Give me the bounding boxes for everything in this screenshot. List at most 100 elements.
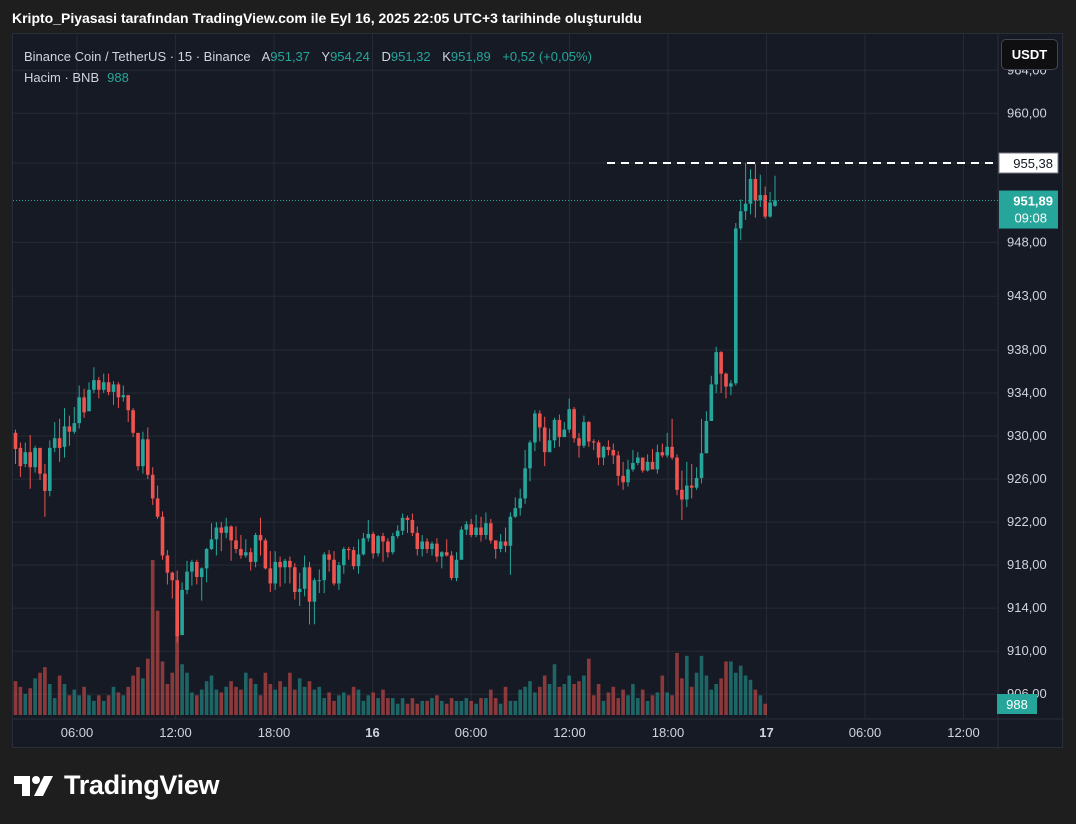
high-value: 954,24 xyxy=(330,49,370,64)
candle-body xyxy=(155,498,160,517)
volume-bar xyxy=(150,560,155,715)
candle xyxy=(498,533,503,553)
candle-body xyxy=(199,568,204,577)
candle xyxy=(734,223,738,386)
candle xyxy=(302,555,307,597)
volume-bar xyxy=(425,700,429,715)
volume-bar xyxy=(719,678,723,715)
candle-body xyxy=(763,195,767,217)
candle-body xyxy=(464,524,469,530)
price-axis-label: 918,00 xyxy=(1007,557,1047,572)
currency-button[interactable]: USDT xyxy=(1001,39,1058,70)
candle xyxy=(136,432,140,471)
volume-legend-row: Hacim · BNB 988 xyxy=(24,67,592,88)
candle-body xyxy=(538,413,542,428)
candle-body xyxy=(567,409,571,430)
candle-body xyxy=(449,555,454,579)
tradingview-brand[interactable]: TradingView xyxy=(14,770,220,801)
volume-bars xyxy=(13,560,767,715)
candle-body xyxy=(743,203,748,212)
volume-badge xyxy=(997,694,1037,714)
candle xyxy=(405,515,410,533)
candle-body xyxy=(371,533,375,554)
volume-bar xyxy=(101,700,106,715)
volume-bar xyxy=(645,700,650,715)
candle-body xyxy=(209,539,214,550)
candle-body xyxy=(126,395,130,411)
candle xyxy=(596,440,601,466)
candle xyxy=(97,376,101,399)
volume-bar xyxy=(464,698,469,715)
volume-bar xyxy=(601,700,606,715)
candle-body xyxy=(312,580,317,602)
volume-bar xyxy=(709,689,714,715)
candle-body xyxy=(48,447,52,491)
volume-bar xyxy=(694,672,699,715)
candle xyxy=(425,538,429,554)
candle-body xyxy=(410,519,415,533)
candle xyxy=(444,539,449,557)
volume-bar xyxy=(430,698,434,715)
candle-body xyxy=(18,447,23,467)
candle xyxy=(185,560,189,595)
volume-bar xyxy=(273,689,277,715)
candle-body xyxy=(734,228,738,384)
candle-body xyxy=(111,384,116,392)
volume-bar xyxy=(689,686,694,715)
volume-bar xyxy=(155,610,160,715)
candle xyxy=(454,552,459,582)
volume-bar xyxy=(449,698,454,715)
candle-body xyxy=(268,568,273,584)
candle-body xyxy=(67,426,72,432)
candle-body xyxy=(327,554,331,560)
volume-bar xyxy=(175,630,179,715)
candle-body xyxy=(498,541,503,550)
volume-bar xyxy=(616,698,620,715)
volume-bar xyxy=(13,681,18,715)
candle-body xyxy=(87,389,91,412)
volume-legend-label[interactable]: Hacim · BNB xyxy=(24,70,100,85)
candle-body xyxy=(675,457,679,490)
volume-bar xyxy=(209,675,214,715)
volume-bar xyxy=(23,693,28,715)
volume-bar xyxy=(611,686,616,715)
volume-bar xyxy=(498,703,503,715)
candlestick-chart[interactable]: 964,00960,00948,00943,00938,00934,00930,… xyxy=(13,34,1064,749)
candle xyxy=(209,523,214,551)
candle-body xyxy=(273,561,277,584)
volume-bar xyxy=(278,681,282,715)
volume-bar xyxy=(508,700,513,715)
candle xyxy=(523,450,527,504)
candle xyxy=(513,497,518,518)
candle-body xyxy=(547,440,552,453)
volume-bar xyxy=(52,698,57,715)
candle-body xyxy=(136,432,140,467)
candle xyxy=(224,517,228,539)
last-price-badge xyxy=(999,190,1058,229)
candle-body xyxy=(337,565,341,584)
close-label: K xyxy=(442,49,451,64)
candle xyxy=(758,174,763,207)
candle xyxy=(395,525,400,539)
candle-body xyxy=(141,439,145,467)
candle xyxy=(748,169,753,215)
chart-panel[interactable]: 964,00960,00948,00943,00938,00934,00930,… xyxy=(12,33,1064,749)
volume-bar xyxy=(547,684,552,715)
candle-body xyxy=(332,559,336,584)
candle-body xyxy=(77,397,81,424)
volume-bar xyxy=(106,695,111,715)
candle xyxy=(773,175,777,207)
open-label: A xyxy=(261,49,271,64)
volume-bar xyxy=(557,686,562,715)
candle xyxy=(611,443,616,465)
candle-body xyxy=(185,571,189,590)
candle-body xyxy=(636,457,640,463)
volume-bar xyxy=(219,692,224,715)
volume-bar xyxy=(346,695,351,715)
candle-body xyxy=(704,420,709,454)
candle xyxy=(381,532,385,562)
symbol-title[interactable]: Binance Coin / TetherUS · 15 · Binance xyxy=(24,49,251,64)
candle xyxy=(283,558,287,584)
candle-body xyxy=(503,541,508,546)
candle-body xyxy=(493,540,498,550)
